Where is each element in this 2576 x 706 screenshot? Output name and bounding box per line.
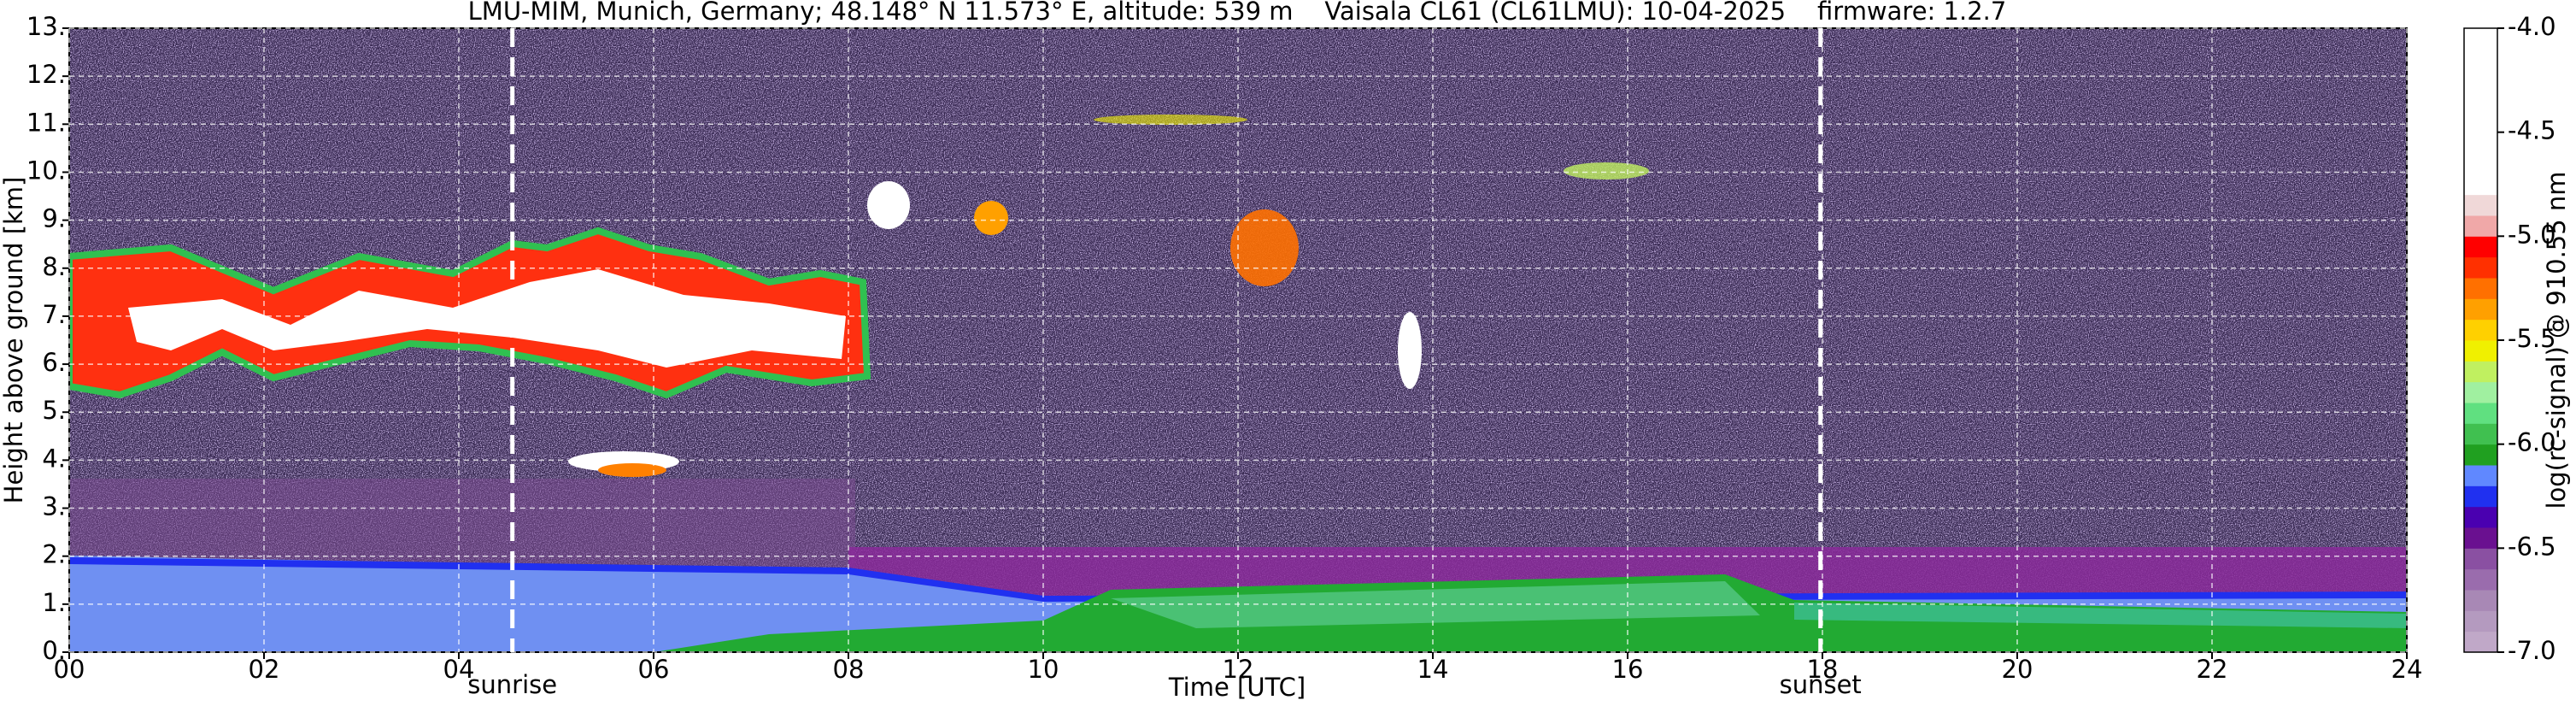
colorbar-segment bbox=[2464, 568, 2497, 591]
x-tick-label: 18 bbox=[1807, 655, 1839, 684]
x-tick-label: 04 bbox=[443, 655, 475, 684]
colorbar-segment bbox=[2464, 91, 2497, 112]
colorbar-segment bbox=[2464, 403, 2497, 424]
y-tick-label: 8. bbox=[42, 252, 66, 281]
y-tick-label: 1. bbox=[42, 588, 66, 617]
x-tick-label: 06 bbox=[638, 655, 670, 684]
colorbar-segment bbox=[2464, 527, 2497, 549]
y-tick-label: 3. bbox=[42, 492, 66, 521]
colorbar-tick-label: -6.0 bbox=[2508, 428, 2556, 457]
x-tick-label: 02 bbox=[249, 655, 280, 684]
x-tick-label: 14 bbox=[1417, 655, 1449, 684]
colorbar-segment bbox=[2464, 69, 2497, 91]
y-tick-label: 13. bbox=[26, 12, 66, 41]
annotation-label: sunset bbox=[1780, 670, 1862, 699]
colorbar-segment bbox=[2464, 381, 2497, 403]
colorbar-tick-label: -4.0 bbox=[2508, 12, 2556, 41]
x-tick-label: 20 bbox=[2002, 655, 2033, 684]
y-tick-label: 9. bbox=[42, 204, 66, 233]
y-tick-label: 7. bbox=[42, 300, 66, 329]
colorbar-segment bbox=[2464, 423, 2497, 445]
colorbar-segment bbox=[2464, 485, 2497, 508]
colorbar-segment bbox=[2464, 590, 2497, 611]
colorbar-segment bbox=[2464, 236, 2497, 258]
colorbar-segment bbox=[2464, 215, 2497, 237]
colorbar-segment bbox=[2464, 132, 2497, 154]
colorbar-tick-label: -6.5 bbox=[2508, 532, 2556, 561]
y-tick-label: 5. bbox=[42, 396, 66, 425]
colorbar-segment bbox=[2464, 153, 2497, 174]
colorbar-segment bbox=[2464, 174, 2497, 196]
x-tick-label: 10 bbox=[1028, 655, 1059, 684]
colorbar-segment bbox=[2464, 506, 2497, 528]
x-axis-label: Time [UTC] bbox=[1168, 673, 1306, 702]
y-axis-label: Height above ground [km] bbox=[0, 177, 28, 504]
colorbar-segment bbox=[2464, 278, 2497, 299]
x-tick-label: 00 bbox=[54, 655, 85, 684]
colorbar-tick-label: -5.0 bbox=[2508, 220, 2556, 249]
colorbar-segment bbox=[2464, 298, 2497, 321]
colorbar-label: log(rc-signal) @ 910.55 nm bbox=[2542, 171, 2571, 509]
x-tick-label: 12 bbox=[1223, 655, 1254, 684]
chart-title: LMU-MIM, Munich, Germany; 48.148° N 11.5… bbox=[468, 0, 2007, 26]
colorbar-segment bbox=[2464, 194, 2497, 216]
x-tick-label: 24 bbox=[2391, 655, 2423, 684]
x-tick-label: 08 bbox=[833, 655, 865, 684]
colorbar-segment bbox=[2464, 111, 2497, 133]
x-tick-label: 22 bbox=[2197, 655, 2228, 684]
colorbar-tick-label: -4.5 bbox=[2508, 116, 2556, 145]
y-tick-label: 10. bbox=[26, 156, 66, 185]
x-tick-label: 16 bbox=[1612, 655, 1644, 684]
colorbar-segment bbox=[2464, 361, 2497, 383]
colorbar-segment bbox=[2464, 444, 2497, 466]
y-tick-label: 12. bbox=[26, 60, 66, 89]
colorbar-segment bbox=[2464, 256, 2497, 279]
y-tick-label: 11. bbox=[26, 108, 66, 137]
colorbar-segment bbox=[2464, 465, 2497, 486]
colorbar-segment bbox=[2464, 319, 2497, 341]
y-tick-label: 4. bbox=[42, 444, 66, 473]
colorbar-segment bbox=[2464, 28, 2497, 50]
colorbar-segment bbox=[2464, 49, 2497, 71]
colorbar-tick-label: -7.0 bbox=[2508, 636, 2556, 665]
y-tick-label: 6. bbox=[42, 348, 66, 377]
y-tick-label: 0. bbox=[42, 636, 66, 665]
colorbar-segment bbox=[2464, 631, 2497, 653]
y-tick-label: 2. bbox=[42, 540, 66, 569]
annotation-label: sunrise bbox=[467, 670, 557, 699]
colorbar-tick-label: -5.5 bbox=[2508, 324, 2556, 353]
colorbar-segment bbox=[2464, 340, 2497, 362]
colorbar-segment bbox=[2464, 610, 2497, 632]
colorbar-segment bbox=[2464, 548, 2497, 570]
